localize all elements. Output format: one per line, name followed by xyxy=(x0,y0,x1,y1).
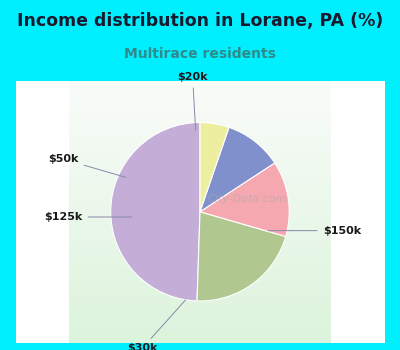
Bar xyxy=(32,73,368,79)
Bar xyxy=(32,193,368,199)
Bar xyxy=(32,136,368,142)
Text: $50k: $50k xyxy=(48,154,126,177)
Bar xyxy=(32,67,368,73)
Bar xyxy=(32,231,368,237)
Bar xyxy=(32,86,368,92)
Wedge shape xyxy=(200,127,275,212)
Text: $125k: $125k xyxy=(44,212,132,222)
Wedge shape xyxy=(111,122,200,301)
Bar xyxy=(32,256,368,262)
Bar xyxy=(32,212,368,218)
Text: City-Data.com: City-Data.com xyxy=(208,194,287,204)
Bar xyxy=(32,243,368,250)
Bar xyxy=(32,149,368,155)
Bar xyxy=(32,180,368,187)
Bar xyxy=(32,331,368,338)
Bar xyxy=(32,98,368,105)
Text: $150k: $150k xyxy=(268,226,361,236)
Text: $20k: $20k xyxy=(178,72,208,130)
Bar xyxy=(32,250,368,256)
Bar xyxy=(32,117,368,124)
Bar xyxy=(32,313,368,319)
Bar xyxy=(32,130,368,136)
Bar xyxy=(32,205,368,212)
Bar xyxy=(32,268,368,275)
Bar xyxy=(32,325,368,331)
Text: Multirace residents: Multirace residents xyxy=(124,47,276,61)
Bar xyxy=(32,218,368,224)
Bar xyxy=(32,262,368,268)
Bar xyxy=(32,61,368,67)
Bar xyxy=(32,79,368,86)
Wedge shape xyxy=(200,163,289,237)
Wedge shape xyxy=(200,122,229,212)
Bar xyxy=(32,281,368,287)
Text: Income distribution in Lorane, PA (%): Income distribution in Lorane, PA (%) xyxy=(17,12,383,30)
Bar xyxy=(32,155,368,161)
Bar xyxy=(32,161,368,168)
Bar xyxy=(32,294,368,300)
Bar xyxy=(32,105,368,111)
Bar xyxy=(32,124,368,130)
Text: $30k: $30k xyxy=(127,300,186,350)
Wedge shape xyxy=(197,212,286,301)
Bar xyxy=(32,92,368,98)
Bar xyxy=(32,142,368,149)
Bar xyxy=(32,287,368,294)
Bar xyxy=(32,275,368,281)
Bar xyxy=(32,300,368,306)
Bar xyxy=(32,338,368,344)
Bar xyxy=(32,54,368,61)
Bar xyxy=(32,306,368,313)
Bar xyxy=(32,344,368,350)
Bar xyxy=(32,187,368,193)
Bar xyxy=(32,111,368,117)
Bar xyxy=(32,199,368,205)
Bar xyxy=(32,174,368,180)
Bar xyxy=(32,237,368,243)
Bar xyxy=(32,224,368,231)
Bar xyxy=(32,319,368,325)
Bar xyxy=(32,168,368,174)
